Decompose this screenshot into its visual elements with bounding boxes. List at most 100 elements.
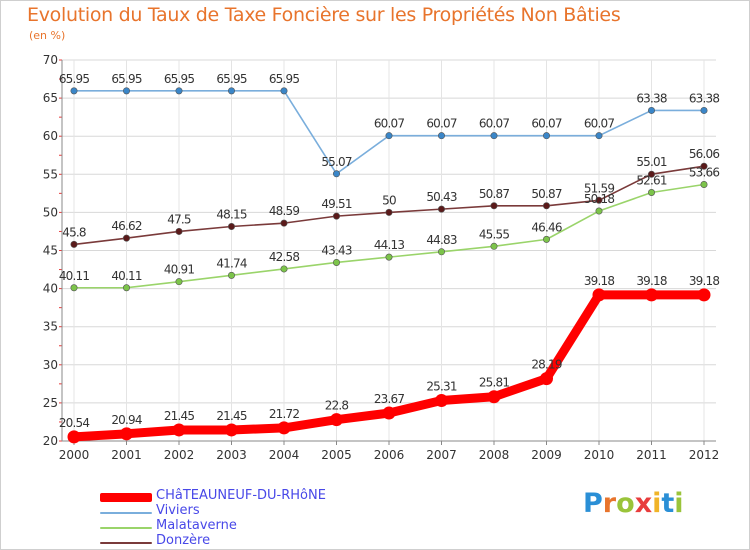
data-label: 23.67 — [374, 392, 405, 406]
y-tick-label: 45 — [43, 244, 58, 258]
data-point — [332, 170, 340, 178]
y-tick-label: 50 — [43, 205, 58, 219]
data-point — [437, 205, 445, 213]
data-label: 43.43 — [321, 243, 352, 257]
data-label: 39.18 — [636, 274, 667, 288]
data-point — [382, 406, 396, 420]
data-point — [647, 170, 655, 178]
data-label: 65.95 — [216, 72, 247, 86]
data-label: 50.18 — [584, 192, 615, 206]
data-point — [175, 278, 183, 286]
data-label: 65.95 — [269, 72, 300, 86]
data-point — [228, 222, 236, 230]
data-label: 22.8 — [325, 399, 349, 413]
data-label: 42.58 — [269, 250, 300, 264]
x-tick-label: 2000 — [59, 448, 90, 462]
data-point — [592, 288, 606, 302]
logo-letter: i — [674, 488, 684, 519]
x-tick-label: 2008 — [479, 448, 510, 462]
data-point — [645, 288, 658, 302]
data-point — [67, 430, 81, 444]
y-tick-label: 60 — [43, 129, 58, 143]
data-label: 45.55 — [479, 227, 510, 241]
data-label: 51.59 — [584, 181, 615, 195]
data-label: 21.45 — [216, 409, 247, 423]
data-point — [228, 87, 236, 95]
data-label: 55.01 — [636, 155, 667, 169]
data-label: 44.83 — [426, 233, 457, 247]
x-tick-label: 2004 — [269, 448, 300, 462]
data-point — [700, 181, 708, 189]
data-label: 60.07 — [584, 117, 615, 131]
logo-letter: r — [602, 488, 617, 519]
data-point — [70, 87, 78, 95]
data-point — [490, 132, 498, 140]
y-tick-label: 25 — [43, 396, 58, 410]
y-tick-label: 65 — [43, 91, 58, 105]
data-point — [542, 235, 550, 243]
data-point — [647, 106, 655, 114]
x-tick-label: 2011 — [636, 448, 667, 462]
legend-swatch — [100, 512, 152, 514]
data-point — [332, 212, 340, 220]
data-label: 53.66 — [689, 166, 720, 180]
data-point — [542, 202, 550, 210]
data-point — [697, 288, 711, 302]
data-label: 46.62 — [111, 219, 142, 233]
unit-label: (en %) — [29, 29, 66, 42]
data-label: 60.07 — [426, 117, 457, 131]
data-point — [437, 132, 445, 140]
data-point — [280, 87, 288, 95]
data-label: 21.45 — [164, 409, 195, 423]
legend-swatch — [100, 493, 152, 502]
data-point — [123, 234, 131, 242]
data-point — [437, 248, 445, 256]
y-axis-ticks: 20 25 30 35 40 45 50 55 60 65 70 — [43, 53, 58, 448]
data-label: 52.61 — [636, 174, 667, 188]
legend-swatch — [100, 527, 152, 529]
data-point — [120, 427, 133, 441]
data-point — [385, 253, 393, 261]
data-label: 45.8 — [62, 225, 86, 239]
data-point — [175, 227, 183, 235]
data-label: 55.07 — [321, 155, 352, 169]
data-point — [490, 202, 498, 210]
legend-swatch — [100, 542, 152, 544]
data-point — [435, 394, 448, 408]
data-label: 20.94 — [111, 413, 142, 427]
data-label: 50.43 — [426, 190, 457, 204]
data-label: 39.18 — [689, 274, 720, 288]
data-point — [228, 271, 236, 279]
logo-letter: i — [652, 488, 662, 519]
data-label: 60.07 — [374, 117, 405, 131]
data-label: 50 — [382, 193, 396, 207]
x-tick-label: 2002 — [164, 448, 195, 462]
data-point — [175, 87, 183, 95]
data-point — [647, 189, 655, 197]
x-tick-label: 2012 — [689, 448, 720, 462]
data-label: 25.31 — [426, 380, 457, 394]
data-label: 40.11 — [59, 269, 90, 283]
data-label: 56.06 — [689, 147, 720, 161]
data-label: 63.38 — [636, 91, 667, 105]
data-label: 39.18 — [584, 274, 615, 288]
data-point — [385, 208, 393, 216]
data-label: 65.95 — [164, 72, 195, 86]
data-point — [595, 196, 603, 204]
data-label: 48.15 — [216, 207, 247, 221]
data-point — [700, 162, 708, 170]
y-tick-label: 30 — [43, 358, 58, 372]
data-point — [70, 240, 78, 248]
data-label: 63.38 — [689, 91, 720, 105]
data-label: 21.72 — [269, 407, 300, 421]
data-point — [700, 106, 708, 114]
data-point — [225, 423, 238, 437]
data-label: 49.51 — [321, 197, 352, 211]
grid — [62, 59, 716, 442]
x-tick-label: 2006 — [374, 448, 405, 462]
data-point — [595, 132, 603, 140]
data-label: 25.81 — [479, 376, 510, 390]
data-point — [123, 284, 131, 292]
data-label: 20.54 — [59, 416, 90, 430]
data-label: 40.91 — [164, 263, 195, 277]
